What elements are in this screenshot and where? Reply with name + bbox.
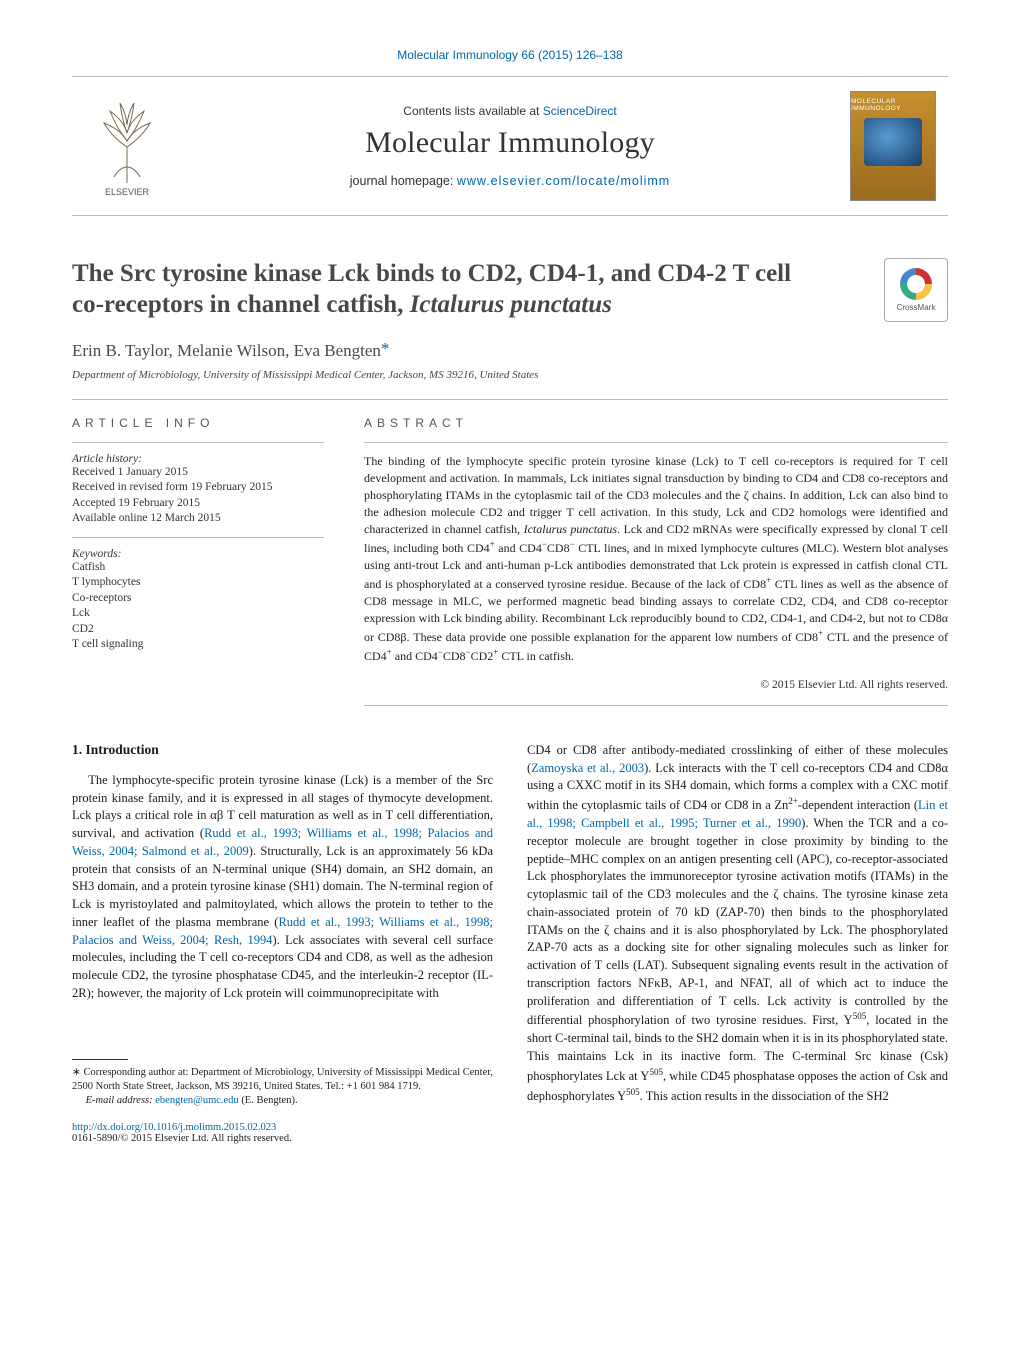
history-received: Received 1 January 2015 — [72, 465, 324, 481]
history-online: Available online 12 March 2015 — [72, 511, 324, 527]
article-info-column: ARTICLE INFO Article history: Received 1… — [72, 416, 324, 653]
kw-5: CD2 — [72, 622, 324, 638]
homepage-prefix: journal homepage: — [350, 174, 457, 188]
abstract-heading: ABSTRACT — [364, 416, 948, 430]
info-rule-2 — [72, 537, 324, 538]
affiliation: Department of Microbiology, University o… — [72, 369, 948, 381]
issn-copyright: 0161-5890/© 2015 Elsevier Ltd. All right… — [72, 1133, 493, 1144]
kw-6: T cell signaling — [72, 637, 324, 653]
footnote-rule — [72, 1059, 128, 1060]
kw-3: Co-receptors — [72, 591, 324, 607]
crossmark-badge[interactable]: CrossMark — [884, 258, 948, 322]
running-head: Molecular Immunology 66 (2015) 126–138 — [72, 48, 948, 62]
doi-block: http://dx.doi.org/10.1016/j.molimm.2015.… — [72, 1122, 493, 1144]
article-title: The Src tyrosine kinase Lck binds to CD2… — [72, 258, 812, 321]
introduction-heading: 1. Introduction — [72, 742, 493, 758]
rule-above-meta — [72, 399, 948, 400]
journal-name: Molecular Immunology — [365, 126, 655, 160]
author-names: Erin B. Taylor, Melanie Wilson, Eva Beng… — [72, 341, 381, 360]
email-name: (E. Bengten). — [241, 1095, 297, 1106]
abstract-rule — [364, 442, 948, 443]
author-line: Erin B. Taylor, Melanie Wilson, Eva Beng… — [72, 341, 948, 361]
sciencedirect-link[interactable]: ScienceDirect — [543, 104, 617, 118]
corr-text: Corresponding author at: Department of M… — [72, 1067, 493, 1092]
kw-2: T lymphocytes — [72, 575, 324, 591]
elsevier-tree-icon — [91, 95, 163, 187]
elsevier-label: ELSEVIER — [105, 187, 149, 197]
abstract-copyright: © 2015 Elsevier Ltd. All rights reserved… — [364, 679, 948, 691]
journal-header: ELSEVIER Contents lists available at Sci… — [72, 76, 948, 216]
abstract-text: The binding of the lymphocyte specific p… — [364, 453, 948, 665]
kw-4: Lck — [72, 606, 324, 622]
history-revised: Received in revised form 19 February 201… — [72, 480, 324, 496]
abstract-bottom-rule — [364, 705, 948, 706]
kw-1: Catfish — [72, 560, 324, 576]
doi-link[interactable]: http://dx.doi.org/10.1016/j.molimm.2015.… — [72, 1122, 276, 1133]
email-link[interactable]: ebengten@umc.edu — [155, 1095, 238, 1106]
elsevier-logo: ELSEVIER — [72, 77, 182, 215]
homepage-link[interactable]: www.elsevier.com/locate/molimm — [457, 174, 670, 188]
intro-paragraph: The lymphocyte-specific protein tyrosine… — [72, 772, 493, 1003]
body-column-left: 1. Introduction The lymphocyte-specific … — [72, 742, 493, 1144]
email-label: E-mail address: — [86, 1095, 153, 1106]
contents-prefix: Contents lists available at — [403, 104, 542, 118]
history-label: Article history: — [72, 453, 324, 465]
cover-thumbnail: MOLECULAR IMMUNOLOGY — [838, 77, 948, 215]
crossmark-icon — [900, 268, 932, 300]
ast-icon: ∗ — [72, 1067, 83, 1078]
crossmark-label: CrossMark — [897, 303, 936, 312]
contents-available: Contents lists available at ScienceDirec… — [403, 104, 616, 118]
col2-paragraph: CD4 or CD8 after antibody-mediated cross… — [527, 742, 948, 1106]
history-accepted: Accepted 19 February 2015 — [72, 496, 324, 512]
cover-title: MOLECULAR IMMUNOLOGY — [851, 98, 935, 112]
cover-image-icon — [864, 118, 922, 166]
email-footnote: E-mail address: ebengten@umc.edu (E. Ben… — [72, 1094, 493, 1108]
corresponding-asterisk: * — [381, 339, 390, 358]
article-info-heading: ARTICLE INFO — [72, 416, 324, 430]
corresponding-author-footnote: ∗ Corresponding author at: Department of… — [72, 1066, 493, 1094]
journal-homepage: journal homepage: www.elsevier.com/locat… — [350, 174, 670, 188]
abstract-column: ABSTRACT The binding of the lymphocyte s… — [364, 416, 948, 706]
keywords-label: Keywords: — [72, 548, 324, 560]
body-column-right: CD4 or CD8 after antibody-mediated cross… — [527, 742, 948, 1144]
info-rule-1 — [72, 442, 324, 443]
title-species: Ictalurus punctatus — [410, 291, 612, 318]
